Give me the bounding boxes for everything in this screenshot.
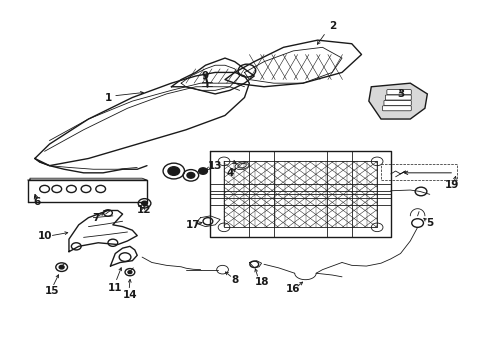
Circle shape [59, 265, 64, 269]
Text: 18: 18 [254, 277, 268, 287]
FancyBboxPatch shape [386, 90, 410, 95]
Text: 11: 11 [108, 283, 122, 293]
Text: 4: 4 [226, 168, 233, 178]
Circle shape [186, 172, 194, 178]
Circle shape [198, 168, 207, 174]
Circle shape [142, 201, 147, 206]
Text: 13: 13 [207, 161, 222, 171]
Text: 1: 1 [104, 93, 111, 103]
Ellipse shape [237, 163, 246, 168]
Text: 14: 14 [122, 290, 137, 300]
Text: 6: 6 [34, 197, 41, 207]
Text: 7: 7 [92, 213, 99, 222]
FancyBboxPatch shape [385, 95, 410, 100]
Text: 5: 5 [426, 218, 432, 228]
Ellipse shape [235, 162, 248, 170]
FancyBboxPatch shape [382, 106, 410, 111]
Polygon shape [368, 83, 427, 119]
Text: 8: 8 [231, 275, 238, 285]
Circle shape [167, 167, 179, 175]
Circle shape [128, 271, 132, 274]
Text: 16: 16 [285, 284, 300, 294]
Text: 2: 2 [328, 21, 335, 31]
Text: 12: 12 [137, 206, 151, 216]
Text: 15: 15 [44, 286, 59, 296]
Text: 9: 9 [202, 71, 209, 81]
FancyBboxPatch shape [383, 100, 410, 105]
Text: 17: 17 [185, 220, 200, 230]
Text: 3: 3 [396, 89, 404, 99]
Text: 10: 10 [37, 231, 52, 240]
Text: 19: 19 [444, 180, 458, 190]
